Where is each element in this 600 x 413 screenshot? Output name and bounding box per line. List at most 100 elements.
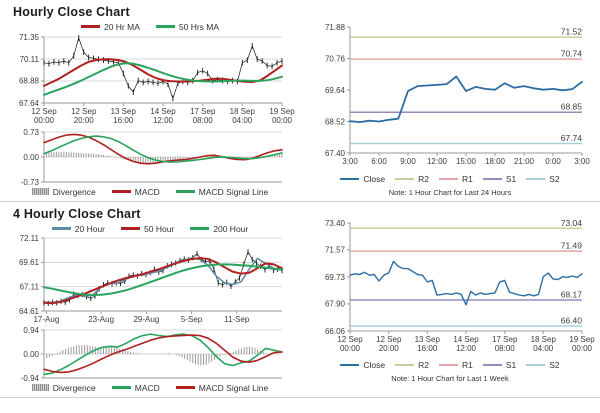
svg-text:12:00: 12:00 (153, 116, 174, 125)
svg-text:12:00: 12:00 (456, 344, 477, 353)
hourly-pivot-note: Note: 1 Hour Chart for Last 24 Hours (388, 188, 512, 197)
legend-label: R2 (418, 173, 429, 184)
svg-text:08:00: 08:00 (193, 116, 214, 125)
legend-label: MACD (134, 186, 160, 197)
legend-label: MACD Signal Line (198, 186, 269, 197)
hourly-pivot-panel: 71.88 70.76 69.64 68.52 67.40 3:00 6:00 9:00 12:… (300, 0, 600, 198)
svg-text:16:00: 16:00 (417, 344, 438, 353)
svg-text:13 Sep: 13 Sep (415, 335, 441, 344)
legend-item-close: Close (340, 174, 385, 184)
svg-text:08:00: 08:00 (495, 344, 516, 353)
legend-item-20-hr-ma: 20 Hr MA (80, 21, 140, 32)
svg-text:70.74: 70.74 (561, 49, 583, 59)
svg-text:19 Sep: 19 Sep (269, 107, 295, 116)
legend-label: S2 (549, 359, 560, 370)
svg-text:71.49: 71.49 (561, 241, 583, 251)
svg-text:0.00: 0.00 (23, 350, 39, 359)
legend-item-s2: S2 (526, 174, 560, 184)
legend-label: 20 Hr MA (103, 21, 140, 32)
svg-text:68.85: 68.85 (561, 102, 583, 112)
svg-text:20:00: 20:00 (379, 344, 400, 353)
svg-text:0:00: 0:00 (545, 157, 561, 166)
svg-text:0.73: 0.73 (23, 129, 39, 137)
svg-text:0.00: 0.00 (23, 153, 39, 162)
svg-text:68.17: 68.17 (561, 289, 583, 299)
four-hourly-macd-chart: 0.94 0.00 -0.94 (4, 326, 300, 383)
svg-text:71.57: 71.57 (325, 246, 346, 255)
legend-swatch (31, 188, 49, 195)
legend-item-r2: R2 (395, 360, 429, 370)
svg-text:04:00: 04:00 (533, 344, 554, 353)
four-hourly-close-chart: 72.11 69.61 67.11 64.61 17-Aug 23-Aug 29-Aug 5-… (4, 234, 300, 327)
svg-text:00:00: 00:00 (34, 116, 55, 125)
svg-text:12:00: 12:00 (427, 157, 448, 166)
four_hourly_macd-svg: 0.94 0.00 -0.94 (21, 326, 283, 383)
legend-swatch (51, 227, 71, 230)
legend-label: Close (363, 173, 386, 184)
svg-text:00:00: 00:00 (272, 116, 293, 125)
svg-text:67.90: 67.90 (325, 300, 346, 309)
legend-label: Divergence (52, 186, 96, 197)
legend-label: S1 (505, 359, 517, 370)
legend-swatch (438, 177, 458, 180)
legend-swatch (526, 177, 546, 180)
svg-text:17 Sep: 17 Sep (190, 107, 216, 116)
legend-item-r1: R1 (438, 360, 473, 370)
svg-text:12 Sep: 12 Sep (31, 107, 57, 116)
svg-text:29-Aug: 29-Aug (133, 315, 159, 324)
four-hourly-close-panel: 4 Hourly Close Chart 20 Hour 50 Hour 200 H… (0, 202, 300, 394)
legend-swatch (121, 227, 141, 230)
hourly-ma-legend: 20 Hr MA 50 Hrs MA (0, 20, 300, 33)
svg-text:69.73: 69.73 (325, 273, 346, 282)
legend-item-divergence: Divergence (31, 186, 96, 197)
bottom-divider (0, 397, 600, 398)
legend-label: Divergence (52, 382, 96, 393)
hourly-pivot-legend: Close R2 R1 S1 S2 (300, 172, 600, 185)
legend-label: 50 Hour (144, 223, 175, 234)
legend-label: S1 (505, 173, 517, 184)
svg-text:67.11: 67.11 (20, 282, 40, 291)
svg-text:21:00: 21:00 (514, 157, 535, 166)
svg-text:17-Aug: 17-Aug (33, 315, 59, 324)
svg-text:00:00: 00:00 (340, 344, 361, 353)
legend-swatch (340, 177, 360, 180)
svg-text:14 Sep: 14 Sep (150, 107, 176, 116)
svg-text:67.40: 67.40 (325, 149, 346, 158)
svg-text:11-Sep: 11-Sep (224, 315, 250, 324)
legend-swatch (111, 190, 131, 193)
legend-swatch (438, 363, 458, 366)
svg-text:68.52: 68.52 (325, 117, 346, 126)
svg-text:68.88: 68.88 (19, 77, 40, 86)
four-hourly-chart-title: 4 Hourly Close Chart (13, 207, 141, 221)
svg-text:71.35: 71.35 (19, 33, 40, 42)
svg-text:3:00: 3:00 (574, 157, 590, 166)
hourly_macd-svg: 0.73 0.00 -0.73 (21, 128, 283, 187)
four-hourly-pivot-note: Note: 1 Hour Chart for Last 1 Week (391, 374, 509, 383)
svg-text:-0.94: -0.94 (21, 374, 40, 381)
legend-label: MACD Signal Line (198, 382, 269, 393)
legend-item-r2: R2 (395, 174, 429, 184)
hourly-macd-legend: Divergence MACD MACD Signal Line (0, 185, 300, 198)
hourly-macd-chart: 0.73 0.00 -0.73 (4, 128, 300, 187)
legend-item-macd-signal-line: MACD Signal Line (175, 382, 269, 393)
legend-label: 20 Hour (74, 223, 106, 234)
svg-text:17 Sep: 17 Sep (492, 335, 518, 344)
svg-text:5-Sep: 5-Sep (181, 315, 203, 324)
hourly-chart-title: Hourly Close Chart (13, 5, 130, 19)
svg-text:15:00: 15:00 (456, 157, 477, 166)
svg-text:12 Sep: 12 Sep (376, 335, 402, 344)
svg-text:18 Sep: 18 Sep (531, 335, 557, 344)
legend-item-macd: MACD (111, 186, 160, 197)
svg-text:19 Sep: 19 Sep (569, 335, 595, 344)
svg-text:69.61: 69.61 (19, 258, 40, 267)
four-hourly-ma-legend: 20 Hour 50 Hour 200 Hour (0, 222, 300, 235)
svg-text:-0.73: -0.73 (21, 178, 40, 185)
svg-text:73.40: 73.40 (325, 219, 346, 228)
svg-text:66.40: 66.40 (561, 315, 583, 325)
four-hourly-macd-legend: Divergence MACD MACD Signal Line (0, 381, 300, 394)
svg-text:04:00: 04:00 (232, 116, 253, 125)
legend-swatch (482, 177, 502, 180)
